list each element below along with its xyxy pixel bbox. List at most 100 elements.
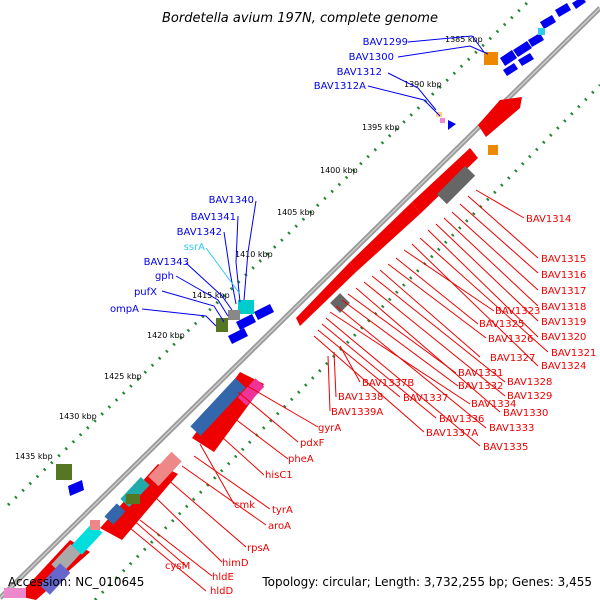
gene-label: BAV1299: [363, 37, 408, 48]
gene-label: pdxF: [300, 438, 325, 449]
gene-label: BAV1318: [541, 302, 586, 313]
gene-label: BAV1336: [439, 414, 484, 425]
gene-label: hldD: [210, 586, 233, 597]
tick-label: 1405 kbp: [277, 208, 315, 217]
gene-arrow: [513, 41, 532, 57]
gene-label: pheA: [288, 454, 314, 465]
gene-label: gph: [155, 271, 174, 282]
gene-label: BAV1321: [551, 348, 596, 359]
gene-label: BAV1340: [209, 195, 254, 206]
tick-label: 1430 kbp: [59, 412, 97, 421]
gene-arrow: [448, 120, 456, 130]
gene-label: BAV1337: [403, 393, 448, 404]
gene-block: [330, 293, 350, 313]
outer-tick-ring: [6, 0, 532, 507]
gene-arrow: [518, 53, 534, 66]
gene-arrow: [528, 33, 544, 47]
gene-label: ompA: [110, 304, 139, 315]
gene-label: BAV1326: [488, 334, 533, 345]
gene-label: BAV1320: [541, 332, 586, 343]
labels-reverse: BAV1314 BAV1315 BAV1316 BAV1317 BAV1318 …: [165, 214, 596, 597]
gene-label: BAV1329: [507, 391, 552, 402]
gene-block: [4, 588, 26, 598]
gene-label: BAV1335: [483, 442, 528, 453]
gene-label: BAV1300: [349, 52, 394, 63]
gene-label: BAV1341: [191, 212, 236, 223]
gene-block: [90, 520, 100, 530]
gene-label: gyrA: [318, 423, 341, 434]
gene-block: [39, 563, 71, 595]
gene-label: cmk: [234, 500, 255, 511]
gene-label: hisC1: [265, 470, 293, 481]
gene-block: [488, 145, 498, 155]
gene-label: BAV1331: [458, 368, 503, 379]
gene-arrow: [540, 15, 556, 29]
tick-label: 1390 kbp: [404, 80, 442, 89]
gene-label: pufX: [134, 287, 157, 298]
gene-label: BAV1324: [541, 361, 586, 372]
accession-text: Accession: NC_010645: [8, 575, 144, 589]
gene-label: BAV1332: [458, 381, 503, 392]
gene-label: BAV1333: [489, 423, 534, 434]
genome-summary-text: Topology: circular; Length: 3,732,255 bp…: [261, 575, 592, 589]
tick-label: 1400 kbp: [320, 166, 358, 175]
gene-label: BAV1325: [479, 319, 524, 330]
gene-label: BAV1317: [541, 286, 586, 297]
gene-label: BAV1337A: [426, 428, 478, 439]
gene-block: [216, 318, 228, 332]
gene-arrow: [500, 50, 517, 66]
gene-label: BAV1315: [541, 254, 586, 265]
gene-label: BAV1312: [337, 67, 382, 78]
tick-label: 1410 kbp: [235, 250, 273, 259]
gene-label: BAV1342: [177, 227, 222, 238]
map-title: Bordetella avium 197N, complete genome: [162, 11, 438, 26]
gene-block: [56, 464, 72, 480]
tick-label: 1385 kbp: [445, 35, 483, 44]
gene-block: [484, 52, 498, 65]
gene-arrow: [572, 0, 586, 9]
gene-block: [104, 503, 126, 525]
gene-label: hldE: [212, 572, 234, 583]
tick-label: 1435 kbp: [15, 452, 53, 461]
gene-label: BAV1312A: [314, 81, 366, 92]
gene-block: [71, 523, 103, 555]
labels-forward: BAV1299 BAV1300 BAV1312 BAV1312A BAV1340…: [110, 37, 408, 315]
label-leaders-blue: [141, 35, 489, 327]
gene-label: ssrA: [184, 242, 206, 253]
forward-genes-middle: [56, 300, 274, 530]
inner-tick-ring: [93, 83, 600, 600]
gene-block: [190, 378, 246, 436]
tick-label: 1395 kbp: [362, 123, 400, 132]
gene-block: [436, 165, 476, 205]
gene-block: [148, 451, 182, 487]
gene-label: BAV1319: [541, 317, 586, 328]
gene-arrow: [503, 63, 518, 76]
gene-block: [228, 310, 240, 320]
tick-label: 1425 kbp: [104, 372, 142, 381]
tick-label: 1420 kbp: [147, 331, 185, 340]
gene-label: cysM: [165, 561, 190, 572]
gene-label: BAV1330: [503, 408, 548, 419]
gene-label: BAV1316: [541, 270, 586, 281]
gene-block: [440, 118, 445, 123]
gene-label: BAV1338: [338, 392, 383, 403]
gene-label: BAV1337B: [362, 378, 414, 389]
rna-gene: [538, 28, 545, 35]
gene-label: BAV1343: [144, 257, 189, 268]
gene-block: [126, 494, 140, 504]
gene-label: aroA: [268, 521, 291, 532]
gene-arrow: [555, 3, 571, 17]
gene-label: BAV1323: [495, 306, 540, 317]
reverse-genes-band: [4, 97, 522, 600]
gene-label: BAV1339A: [331, 407, 383, 418]
gene-label: himD: [222, 558, 249, 569]
gene-label: tyrA: [272, 505, 293, 516]
gene-label: BAV1328: [507, 377, 552, 388]
gene-block: [237, 378, 265, 406]
gene-label: BAV1327: [490, 353, 535, 364]
label-leaders-red: [123, 189, 549, 592]
forward-genes-top: [436, 0, 586, 155]
gene-label: BAV1334: [471, 399, 516, 410]
